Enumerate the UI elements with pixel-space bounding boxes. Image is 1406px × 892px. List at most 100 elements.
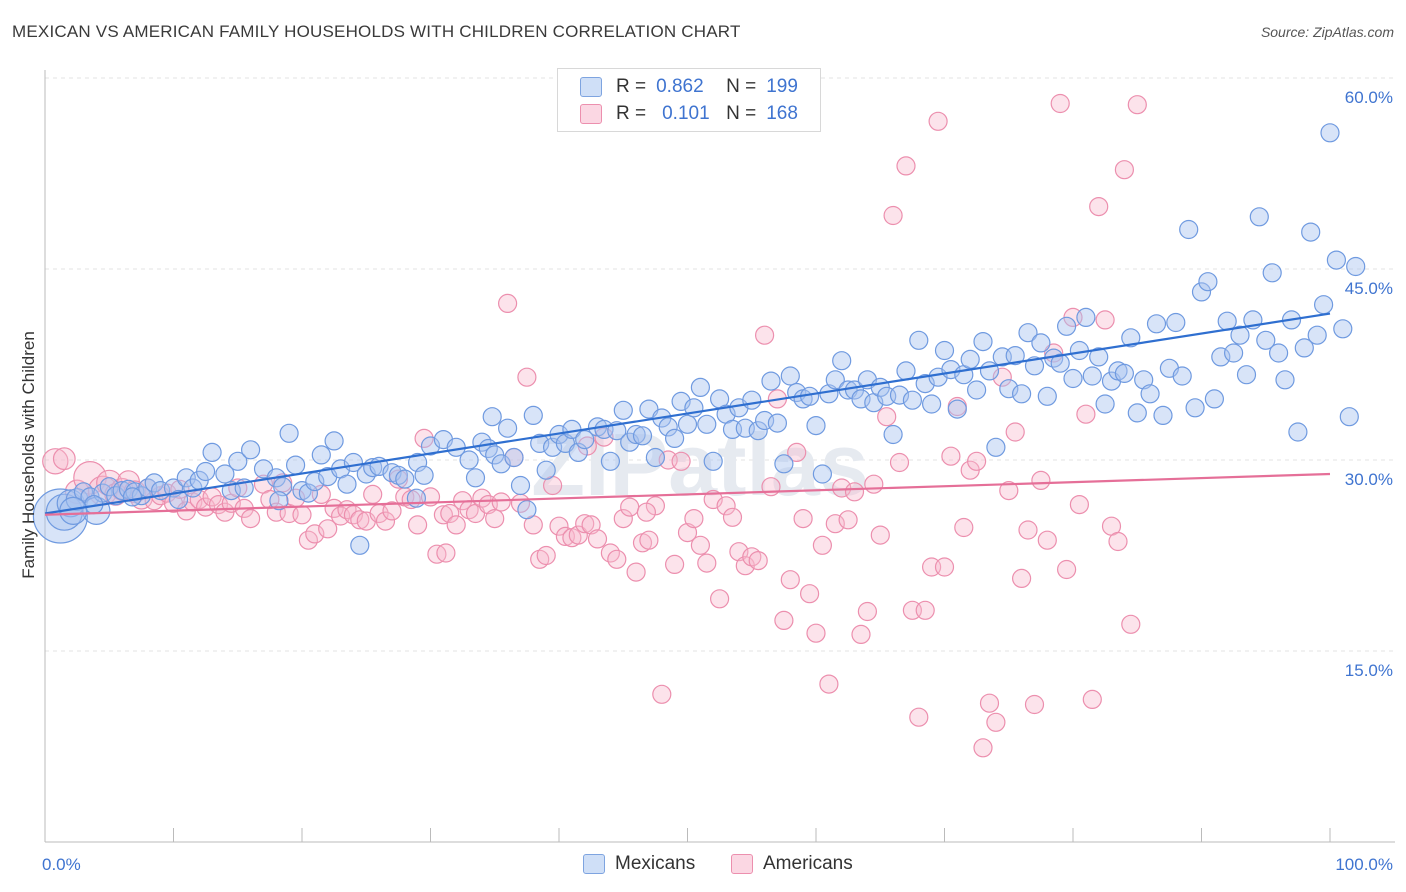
legend-r-value: 0.862 [656,76,704,97]
mexicans-point-98 [748,421,768,441]
americans-point-72 [536,545,556,566]
americans-point-142 [986,712,1006,732]
mexicans-point-27 [241,440,261,460]
bottom-legend-swatch-americans [731,854,753,874]
americans-point-144 [999,481,1019,501]
americans-point-78 [575,514,595,534]
americans-point-146 [1011,568,1032,589]
americans-point-43 [350,510,370,530]
bottom-legend-americans[interactable]: Americans [731,852,853,876]
mexicans-point-166 [1185,398,1205,418]
mexicans-point-22 [202,442,222,462]
mexicans-point-55 [465,468,486,488]
x-tick-label-1: 100.0% [1335,855,1393,874]
mexicans-point-160 [1146,314,1167,334]
americans-point-52 [408,515,428,535]
mexicans-point-111 [832,351,852,371]
mexicans-point-140 [1018,323,1038,343]
mexicans-point-15 [144,473,164,493]
americans-point-155 [1069,495,1090,515]
americans-point-110 [780,570,800,590]
bottom-legend-mexicans[interactable]: Mexicans [583,852,695,876]
americans-point-105 [748,550,768,571]
legend-r-value: 0.101 [662,103,710,124]
mexicans-point-87 [677,414,698,434]
americans-point-158 [1089,197,1109,217]
mexicans-point-91 [703,451,723,471]
mexicans-point-131 [960,349,980,369]
y-tick-label-1: 30.0% [1345,470,1393,489]
mexicans-point-138 [1005,346,1025,366]
americans-point-93 [671,451,691,471]
americans-point-90 [652,684,672,704]
americans-point-165 [636,502,657,522]
mexicans-point-149 [1076,307,1096,327]
mexicans-point-85 [664,428,685,448]
trend-lines [44,312,1331,516]
mexicans-point-191 [1346,256,1366,277]
mexicans-point-122 [902,390,923,410]
americans-point-100 [716,496,736,516]
mexicans-point-107 [806,416,826,436]
americans-point-85 [620,497,640,517]
mexicans-point-110 [825,370,845,390]
legend-r-label: R = [616,76,647,97]
americans-point-112 [793,508,813,529]
mexicans-point-178 [1262,263,1282,283]
americans-point-95 [684,508,704,529]
mexicans-point-184 [1301,222,1321,242]
americans-point-0 [42,448,69,475]
legend-n-value: 168 [766,103,798,124]
mexicans-point-193 [406,488,426,508]
americans-point-106 [754,325,775,345]
legend-n-value: 199 [766,76,798,97]
mexicans-point-146 [1056,316,1077,336]
americans-point-152 [1050,93,1070,114]
mexicans-point-50 [414,465,434,485]
mexicans-point-172 [1223,343,1244,363]
mexicans-point-157 [1127,403,1147,423]
legend-row-americans: R = 0.101 N = 168 [580,102,798,126]
americans-point-65 [491,492,511,512]
mexicans-point-89 [690,377,711,397]
mexicans-point-114 [851,389,871,409]
mexicans-point-187 [1320,123,1340,143]
mexicans-point-32 [286,455,306,475]
mexicans-point-103 [780,366,800,386]
mexicans-point-97 [742,390,762,410]
y-tick-label-2: 45.0% [1345,279,1393,298]
americans-point-135 [941,446,961,466]
chart-title: MEXICAN VS AMERICAN FAMILY HOUSEHOLDS WI… [12,22,741,41]
americans-point-96 [690,535,711,555]
americans-point-164 [1127,95,1147,115]
mexicans-points [32,123,1366,555]
americans-point-124 [870,525,890,545]
mexicans-point-147 [1063,368,1083,389]
mexicans-point-142 [1031,333,1051,353]
mexicans-point-25 [228,451,248,471]
mexicans-point-80 [632,426,653,446]
americans-point-113 [799,584,820,604]
mexicans-point-177 [1256,330,1276,350]
mexicans-point-61 [504,447,524,468]
americans-point-97 [697,553,717,573]
mexicans-point-163 [1166,312,1186,333]
mexicans-point-169 [1204,389,1225,409]
americans-point-58 [446,515,466,535]
americans-point-139 [966,451,987,471]
mexicans-point-108 [812,464,833,484]
americans-point-147 [1018,520,1038,540]
americans-point-80 [587,529,608,549]
legend-swatch-mexicans [580,77,602,97]
mexicans-point-133 [973,332,993,352]
x-tick-label-0: 0.0% [42,855,81,874]
americans-point-109 [774,610,794,631]
mexicans-point-156 [1121,328,1141,348]
mexicans-point-189 [1333,319,1353,339]
americans-point-38 [318,519,338,539]
mexicans-point-129 [947,399,967,419]
mexicans-point-119 [883,424,903,445]
mexicans-point-194 [482,407,502,427]
americans-point-45 [363,484,383,504]
bottom-legend-label-americans: Americans [763,853,853,874]
